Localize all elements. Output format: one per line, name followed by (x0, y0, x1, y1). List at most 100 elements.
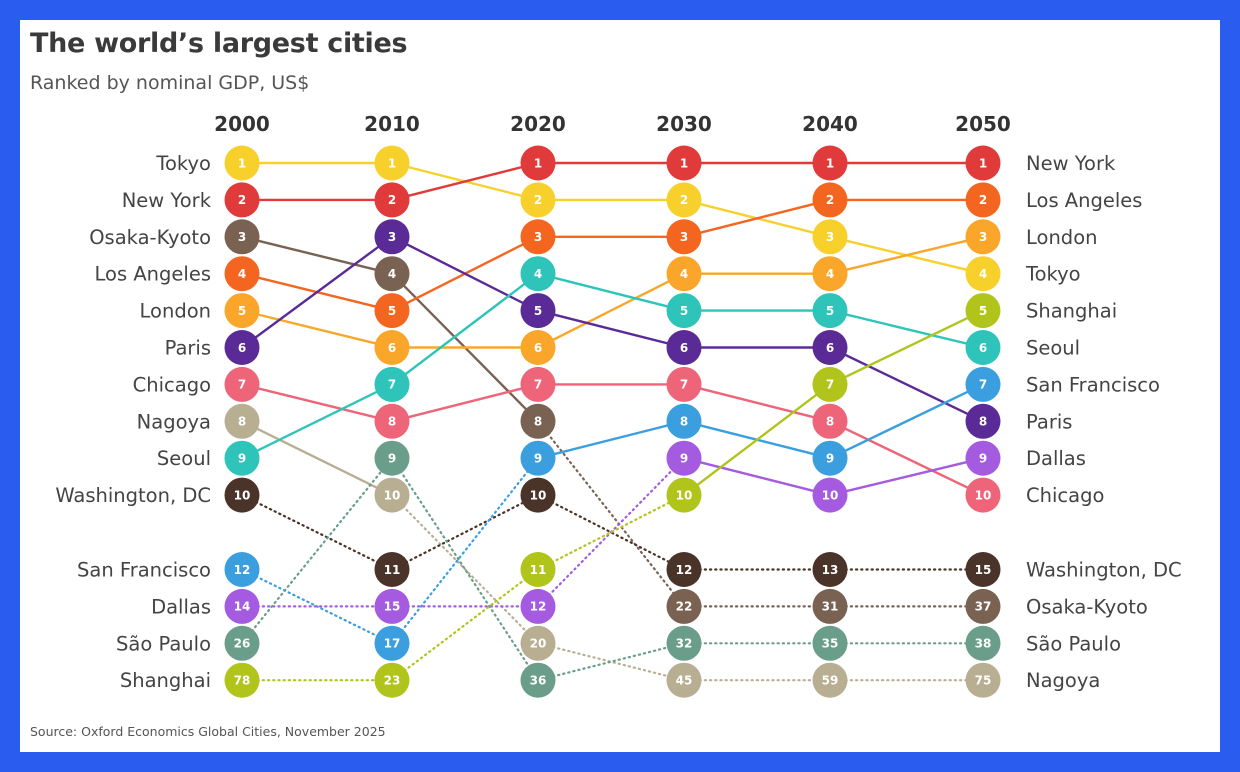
year-label: 2040 (802, 112, 858, 136)
rank-marker (224, 588, 260, 624)
rank-label: 20 (530, 637, 547, 651)
rank-label: 8 (680, 415, 688, 429)
series-line-segment (536, 309, 686, 349)
rank-marker (812, 625, 848, 661)
city-label-right: Washington, DC (1026, 559, 1182, 582)
series-line-segment (390, 235, 540, 312)
rank-marker (374, 588, 410, 624)
rank-marker (374, 662, 410, 698)
rank-label: 37 (975, 600, 992, 614)
rank-label: 75 (975, 674, 992, 688)
rank-marker (812, 366, 848, 402)
rank-label: 6 (388, 341, 396, 355)
rank-label: 22 (676, 600, 693, 614)
year-label: 2020 (510, 112, 566, 136)
series-line-segment (240, 420, 394, 497)
series-line-segment (828, 346, 985, 423)
rank-marker (224, 145, 260, 181)
rank-marker (666, 182, 702, 218)
rank-marker (224, 625, 260, 661)
rank-label: 32 (676, 637, 693, 651)
rank-label: 5 (680, 304, 688, 318)
rank-marker (812, 588, 848, 624)
chart-subtitle: Ranked by nominal GDP, US$ (30, 72, 310, 94)
rank-label: 2 (680, 193, 688, 207)
rank-marker (374, 256, 410, 292)
rank-marker (520, 662, 556, 698)
rank-marker (965, 182, 1001, 218)
rank-label: 1 (826, 156, 834, 170)
rank-marker (965, 366, 1001, 402)
chart-card: The world’s largest cities Ranked by nom… (20, 20, 1220, 752)
rank-label: 10 (975, 488, 992, 502)
rank-label: 9 (826, 452, 834, 466)
rank-label: 9 (979, 452, 987, 466)
rank-marker (520, 625, 556, 661)
rank-marker (666, 552, 702, 587)
rank-label: 13 (822, 563, 839, 577)
city-label-left: Seoul (157, 447, 211, 470)
rank-marker (520, 366, 556, 402)
series-line-segment (682, 457, 832, 497)
city-label-left: Shanghai (120, 669, 211, 692)
rank-marker (520, 552, 556, 587)
rank-marker (812, 330, 848, 365)
rank-marker (965, 552, 1001, 587)
series-line-segment (682, 198, 832, 239)
rank-label: 10 (676, 488, 693, 502)
chart-title: The world’s largest cities (30, 28, 408, 59)
year-label: 2000 (214, 112, 270, 136)
city-label-left: London (140, 300, 211, 323)
rank-marker (666, 293, 702, 329)
rank-marker (224, 330, 260, 365)
rank-marker (520, 145, 556, 181)
rank-label: 78 (234, 674, 251, 688)
rank-label: 6 (680, 341, 688, 355)
series-line-segment (828, 420, 985, 497)
rank-label: 3 (534, 230, 542, 244)
rank-marker (666, 588, 702, 624)
rank-label: 31 (822, 600, 839, 614)
rank-label: 12 (234, 563, 251, 577)
rank-marker (224, 366, 260, 402)
rank-marker (224, 440, 260, 476)
city-label-right: San Francisco (1026, 373, 1160, 396)
rank-marker (666, 662, 702, 698)
city-label-left: Dallas (151, 595, 211, 618)
rank-label: 9 (534, 452, 542, 466)
rank-label: 8 (979, 415, 987, 429)
rank-marker (666, 477, 702, 513)
rank-marker (965, 625, 1001, 661)
rank-label: 3 (826, 230, 834, 244)
rank-label: 7 (826, 378, 834, 392)
rank-label: 36 (530, 674, 547, 688)
rank-marker (224, 403, 260, 439)
series-line-segment (240, 457, 394, 645)
rank-label: 2 (388, 193, 396, 207)
series-line-segment (390, 272, 540, 386)
city-label-right: New York (1026, 152, 1116, 175)
city-label-right: Chicago (1026, 484, 1104, 507)
series-line-segment (828, 309, 985, 386)
rank-label: 6 (238, 341, 246, 355)
series-line-segment (240, 309, 394, 349)
rank-marker (520, 182, 556, 218)
rank-marker (965, 588, 1001, 624)
rank-marker (374, 219, 410, 255)
series-line-segment (240, 235, 394, 275)
rank-marker (520, 293, 556, 329)
rank-label: 2 (826, 193, 834, 207)
city-label-right: Tokyo (1025, 263, 1081, 286)
rank-marker (666, 256, 702, 292)
rank-marker (374, 625, 410, 661)
rank-marker (812, 662, 848, 698)
city-label-left: Chicago (133, 373, 211, 396)
rank-marker (666, 403, 702, 439)
rank-marker (374, 330, 410, 365)
rank-label: 26 (234, 637, 251, 651)
rank-label: 3 (979, 230, 987, 244)
rank-marker (965, 293, 1001, 329)
rank-marker (812, 403, 848, 439)
